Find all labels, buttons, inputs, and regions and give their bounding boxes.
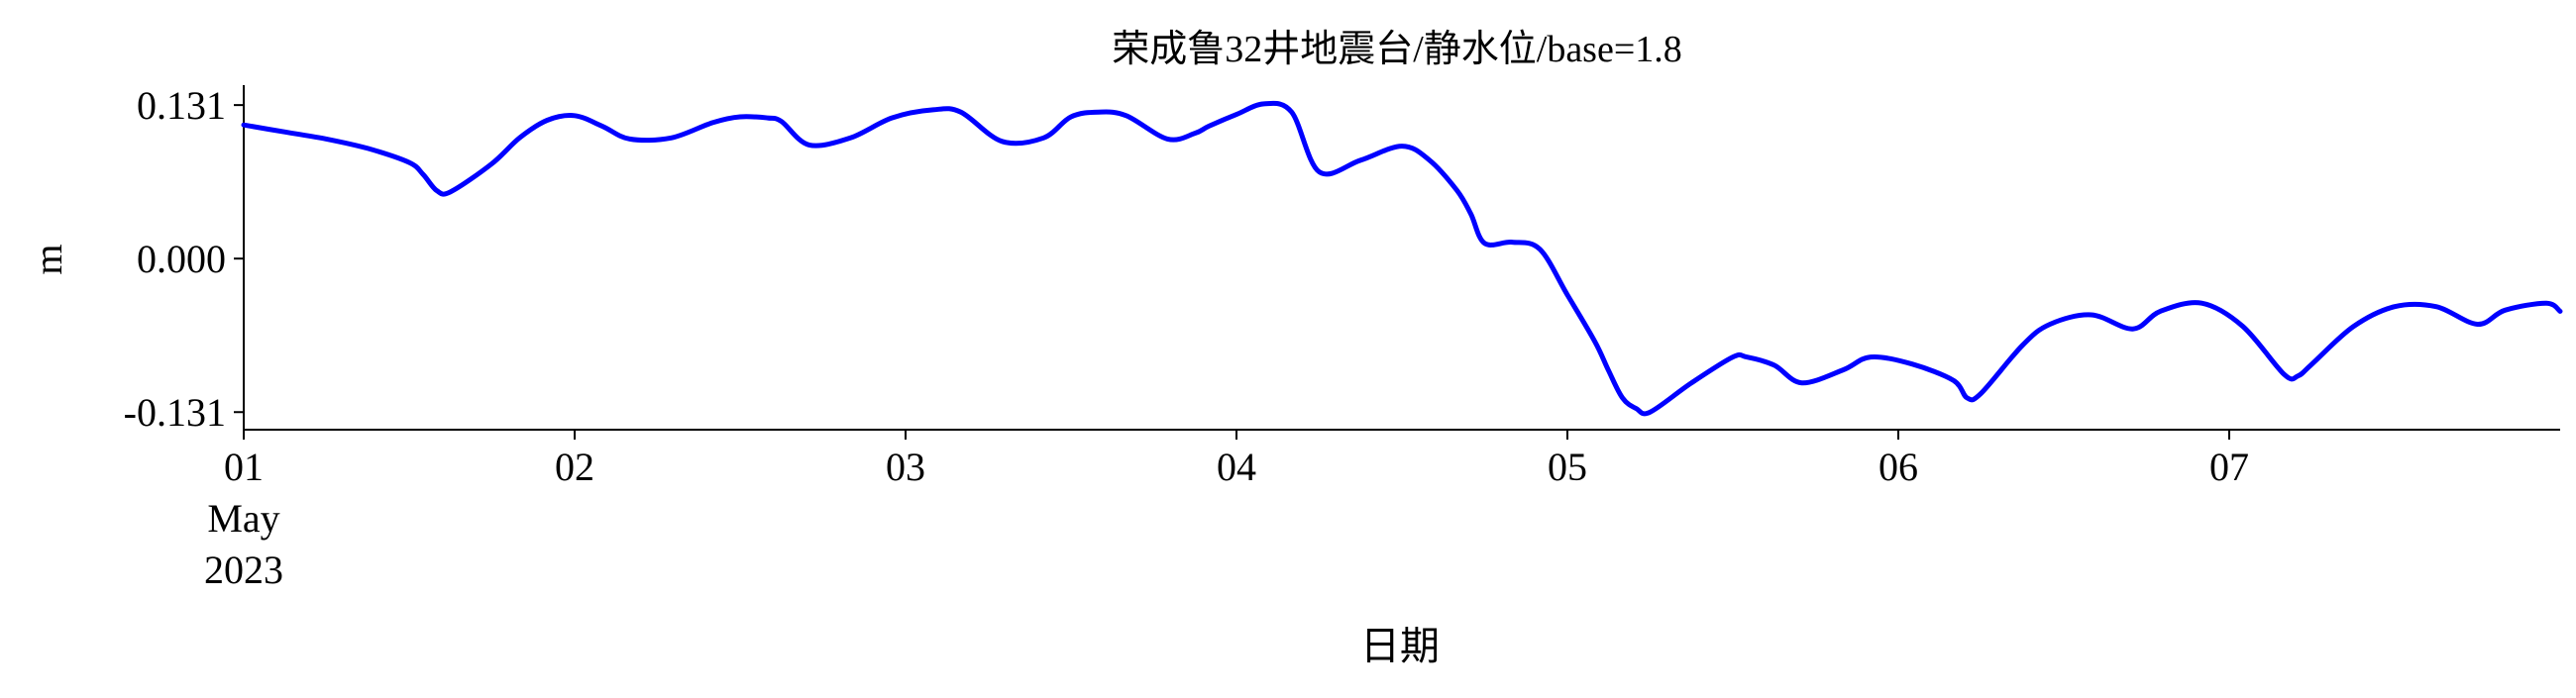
y-tick-label: 0.131: [137, 83, 226, 128]
x-tick-label: 01: [224, 445, 264, 489]
x-axis-label: 日期: [1360, 624, 1440, 668]
x-ticks: 01 02 03 04 05 06 07 May 2023: [204, 430, 2249, 592]
y-tick-label: 0.000: [137, 237, 226, 281]
y-axis-label: m: [26, 244, 70, 274]
x-tick-label: 07: [2209, 445, 2249, 489]
y-tick-label: -0.131: [124, 390, 226, 435]
x-tick-label: 04: [1217, 445, 1256, 489]
x-tick-sublabel: May: [207, 496, 279, 541]
x-tick-label: 02: [555, 445, 594, 489]
x-tick-sublabel: 2023: [204, 548, 283, 592]
plot-area: [241, 100, 2563, 417]
chart-title: 荣成鲁32井地震台/静水位/base=1.8: [1112, 29, 1682, 70]
series-line: [241, 100, 2563, 417]
x-tick-label: 05: [1548, 445, 1587, 489]
y-ticks: 0.131 0.000 -0.131: [124, 83, 244, 435]
axes: [243, 85, 2560, 431]
x-tick-label: 03: [886, 445, 925, 489]
x-tick-label: 06: [1878, 445, 1918, 489]
